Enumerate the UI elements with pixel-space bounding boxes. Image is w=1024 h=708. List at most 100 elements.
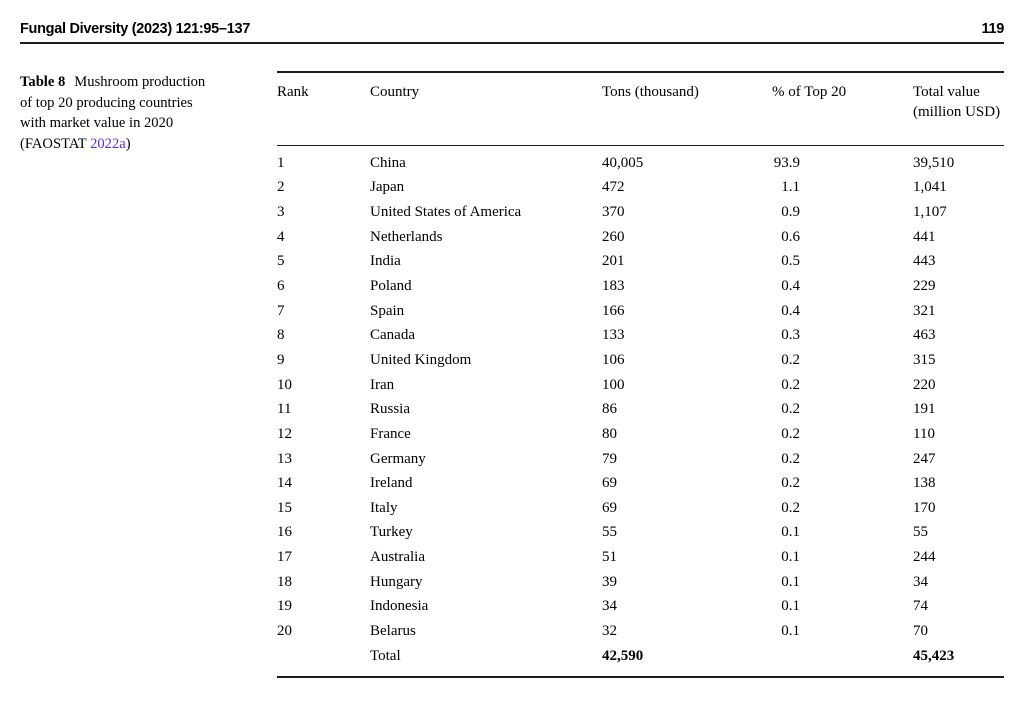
- rank-cell: 17: [277, 549, 292, 566]
- pct-value: 0.3: [781, 327, 800, 344]
- rank-cell: 2: [277, 179, 285, 196]
- pct-cell: 0.1: [772, 549, 913, 566]
- tons-cell: 39: [602, 573, 617, 590]
- rank-cell: 6: [277, 278, 285, 295]
- total-label-cell: Total: [370, 647, 401, 664]
- value-cell: 244: [913, 549, 936, 566]
- pct-cell: 0.9: [772, 204, 913, 221]
- value-cell: 463: [913, 327, 936, 344]
- value-cell: 321: [913, 302, 936, 319]
- pct-cell: 0.2: [772, 451, 913, 468]
- pct-cell: 0.1: [772, 623, 913, 640]
- country-cell: France: [370, 425, 411, 442]
- table-row: 3 United States of America 370 0.9 1,107: [277, 200, 1004, 225]
- pct-value: 0.9: [781, 204, 800, 221]
- pct-cell: 93.9: [772, 155, 913, 172]
- tons-cell: 183: [602, 278, 625, 295]
- value-cell: 138: [913, 475, 936, 492]
- value-cell: 170: [913, 499, 936, 516]
- total-value-cell: 45,423: [913, 647, 955, 664]
- caption-line-3: with market value in 2020: [20, 115, 174, 132]
- tons-cell: 106: [602, 351, 625, 368]
- pct-cell: 0.3: [772, 327, 913, 344]
- country-cell: Ireland: [370, 475, 413, 492]
- tons-cell: 69: [602, 499, 617, 516]
- pct-value: 0.1: [781, 573, 800, 590]
- data-table: Rank Country Tons (thousand) % of Top 20…: [277, 71, 1004, 679]
- column-header-value: Total value (million USD): [913, 84, 1001, 120]
- table-row: 9 United Kingdom 106 0.2 315: [277, 348, 1004, 373]
- table-row: 20 Belarus 32 0.1 70: [277, 619, 1004, 644]
- pct-cell: 0.2: [772, 500, 913, 517]
- pct-cell: 0.2: [772, 352, 913, 369]
- rank-cell: 14: [277, 475, 292, 492]
- table-row: 17 Australia 51 0.1 244: [277, 545, 1004, 570]
- country-cell: Poland: [370, 278, 412, 295]
- table-row: 18 Hungary 39 0.1 34: [277, 570, 1004, 595]
- rank-cell: 7: [277, 302, 285, 319]
- table-row: 11 Russia 86 0.2 191: [277, 397, 1004, 422]
- value-cell: 1,041: [913, 179, 947, 196]
- value-cell: 39,510: [913, 154, 955, 171]
- pct-cell: 0.1: [772, 598, 913, 615]
- rank-cell: 18: [277, 573, 292, 590]
- pct-cell: 0.1: [772, 524, 913, 541]
- value-cell: 247: [913, 450, 936, 467]
- rank-cell: 10: [277, 376, 292, 393]
- value-cell: 55: [913, 524, 928, 541]
- table-row: 15 Italy 69 0.2 170: [277, 496, 1004, 521]
- citation-link[interactable]: 2022a: [90, 135, 126, 152]
- rank-cell: 5: [277, 253, 285, 270]
- pct-value: 0.2: [781, 401, 800, 418]
- page-number: 119: [981, 21, 1005, 37]
- table-body: 1 China 40,005 93.9 39,510 2 Japan 472 1.1 1,041 3…: [277, 146, 1004, 676]
- table-row: 4 Netherlands 260 0.6 441: [277, 225, 1004, 250]
- rank-cell: 19: [277, 598, 292, 615]
- table-caption: Table 8 Mushroom production of top 20 pro…: [20, 72, 272, 154]
- country-cell: India: [370, 253, 401, 270]
- rank-cell: 16: [277, 524, 292, 541]
- tons-cell: 260: [602, 228, 625, 245]
- country-cell: United Kingdom: [370, 351, 472, 368]
- table-header-row: Rank Country Tons (thousand) % of Top 20…: [277, 73, 1004, 146]
- rank-cell: 8: [277, 327, 285, 344]
- pct-value: 0.2: [781, 425, 800, 442]
- pct-value: 0.2: [781, 499, 800, 516]
- tons-cell: 133: [602, 327, 625, 344]
- pct-cell: 1.1: [772, 179, 913, 196]
- table-row: 5 India 201 0.5 443: [277, 250, 1004, 275]
- caption-line-1: Mushroom production: [74, 74, 206, 90]
- tons-cell: 69: [602, 475, 617, 492]
- pct-value: 0.1: [781, 524, 800, 541]
- caption-source-prefix: (FAOSTAT: [20, 135, 91, 152]
- tons-cell: 201: [602, 253, 625, 270]
- pct-value: 0.5: [781, 253, 800, 270]
- tons-cell: 472: [602, 179, 625, 196]
- tons-cell: 86: [602, 401, 617, 418]
- tons-cell: 51: [602, 549, 617, 566]
- pct-value: 0.1: [781, 598, 800, 615]
- pct-cell: 0.4: [772, 303, 913, 320]
- pct-cell: 0.4: [772, 278, 913, 295]
- rank-cell: 13: [277, 450, 292, 467]
- table-row: 6 Poland 183 0.4 229: [277, 274, 1004, 299]
- country-cell: Indonesia: [370, 598, 429, 615]
- rank-cell: 11: [277, 401, 292, 418]
- tons-cell: 34: [602, 598, 617, 615]
- pct-value: 0.6: [781, 228, 800, 245]
- total-tons-cell: 42,590: [602, 647, 644, 664]
- column-header-pct: % of Top 20: [772, 84, 847, 100]
- caption-line-2: of top 20 producing countries: [20, 94, 193, 111]
- pct-value: 0.2: [781, 475, 800, 492]
- table-row: 1 China 40,005 93.9 39,510: [277, 151, 1004, 176]
- pct-cell: 0.2: [772, 401, 913, 418]
- table-row: 14 Ireland 69 0.2 138: [277, 471, 1004, 496]
- journal-reference: Fungal Diversity (2023) 121:95–137: [20, 21, 250, 37]
- table-row: 8 Canada 133 0.3 463: [277, 323, 1004, 348]
- tons-cell: 80: [602, 425, 617, 442]
- value-cell: 315: [913, 351, 936, 368]
- pct-cell: 0.1: [772, 574, 913, 591]
- table-row: 13 Germany 79 0.2 247: [277, 447, 1004, 472]
- tons-cell: 166: [602, 302, 625, 319]
- country-cell: Japan: [370, 179, 405, 196]
